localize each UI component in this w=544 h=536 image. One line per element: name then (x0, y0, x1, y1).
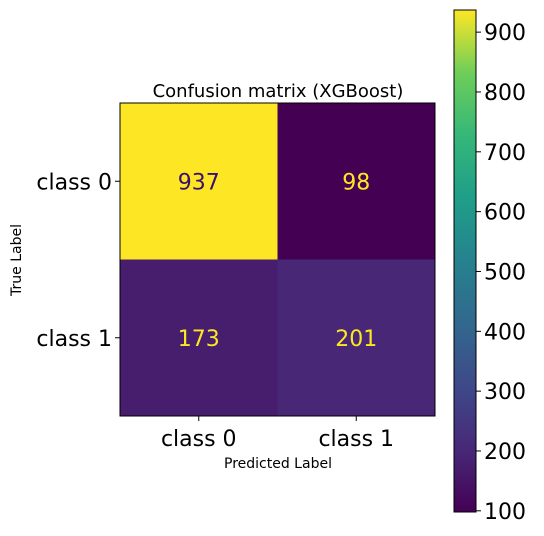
matrix-cell (120, 103, 278, 260)
colorbar-tick-label: 200 (484, 440, 526, 465)
x-axis: class 0 class 1 (161, 416, 394, 452)
colorbar (453, 9, 477, 513)
colorbar-ticks: 100 200 300 400 500 600 700 800 900 (476, 21, 526, 525)
matrix-cell (277, 103, 435, 260)
cell-value-label: 937 (178, 170, 220, 195)
y-axis: class 0 class 1 (36, 170, 120, 352)
x-tick-label: class 1 (318, 427, 394, 452)
matrix-cell (277, 259, 435, 416)
colorbar-tick-label: 500 (484, 260, 526, 285)
colorbar-tick-label: 600 (484, 201, 526, 226)
plot-frame (119, 102, 436, 417)
chart-title: Confusion matrix (XGBoost) (153, 81, 404, 102)
y-tick-label: class 1 (36, 327, 112, 352)
colorbar-tick-label: 800 (484, 81, 526, 106)
cell-value-label: 201 (335, 327, 377, 352)
matrix-cells: 937 98 173 201 (120, 103, 435, 416)
y-tick-label: class 0 (36, 170, 112, 195)
y-axis-label: True Label (9, 224, 25, 297)
colorbar-tick-label: 100 (484, 500, 526, 525)
cell-value-label: 98 (342, 170, 370, 195)
colorbar-tick-label: 700 (484, 141, 526, 166)
colorbar-tick-label: 900 (484, 21, 526, 46)
x-tick-label: class 0 (161, 427, 237, 452)
colorbar-tick-label: 400 (484, 320, 526, 345)
x-axis-label: Predicted Label (224, 456, 332, 472)
matrix-cell (120, 259, 278, 416)
cell-value-label: 173 (178, 327, 220, 352)
colorbar-tick-label: 300 (484, 380, 526, 405)
